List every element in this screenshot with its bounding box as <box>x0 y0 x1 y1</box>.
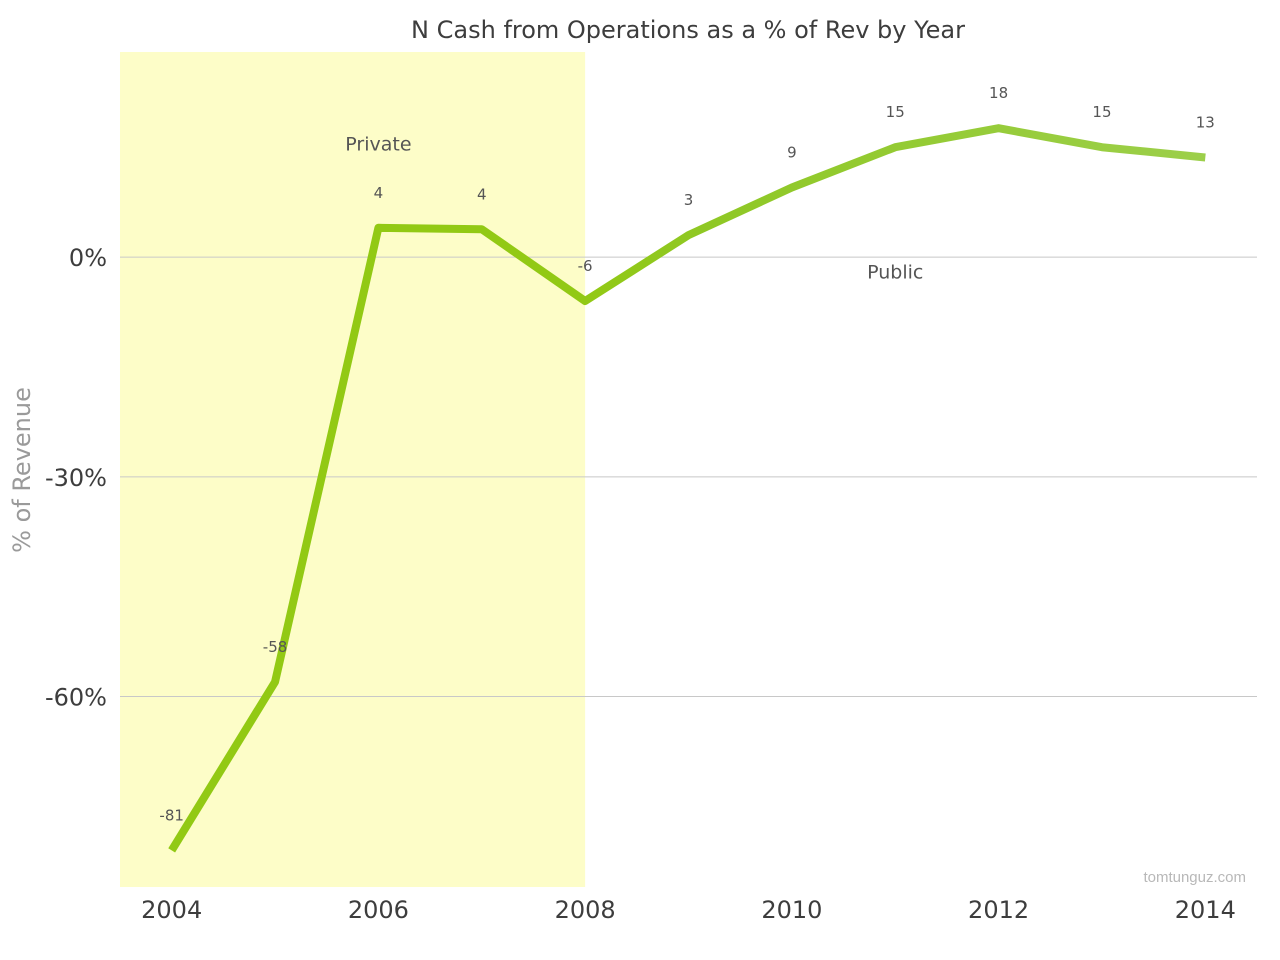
watermark: tomtunguz.com <box>1143 869 1246 886</box>
data-label: 3 <box>684 191 694 209</box>
chart-title: N Cash from Operations as a % of Rev by … <box>411 16 965 44</box>
x-tick-label: 2008 <box>555 896 616 924</box>
x-tick-label: 2010 <box>761 896 822 924</box>
data-label: 13 <box>1196 113 1215 131</box>
x-tick-label: 2004 <box>141 896 202 924</box>
data-label: 4 <box>477 185 487 203</box>
data-label: -81 <box>159 806 184 824</box>
region-label: Private <box>345 134 411 156</box>
y-tick-label: -30% <box>45 464 107 492</box>
data-label: -58 <box>263 638 288 656</box>
y-tick-label: -60% <box>45 684 107 712</box>
gridlines <box>120 256 1257 698</box>
private-region-band <box>120 52 586 887</box>
data-label: 15 <box>886 103 905 121</box>
data-labels: -81 -58 4 4 -6 3 9 15 18 15 13 <box>159 84 1214 824</box>
x-tick-label: 2012 <box>968 896 1029 924</box>
series-line <box>168 124 1206 853</box>
data-label: 4 <box>374 184 384 202</box>
x-axis-ticks: 2004 2006 2008 2010 2012 2014 <box>141 896 1236 924</box>
y-axis-ticks: 0% -30% -60% <box>45 244 107 711</box>
data-label: -6 <box>578 257 593 275</box>
y-tick-label: 0% <box>69 244 107 272</box>
data-label: 18 <box>989 84 1008 102</box>
x-tick-label: 2014 <box>1175 896 1236 924</box>
y-axis-label: % of Revenue <box>8 387 36 553</box>
data-label: 9 <box>787 144 797 162</box>
region-labels: Private Public <box>345 134 923 284</box>
region-label: Public <box>867 262 923 284</box>
x-tick-label: 2006 <box>348 896 409 924</box>
data-label: 15 <box>1092 103 1111 121</box>
